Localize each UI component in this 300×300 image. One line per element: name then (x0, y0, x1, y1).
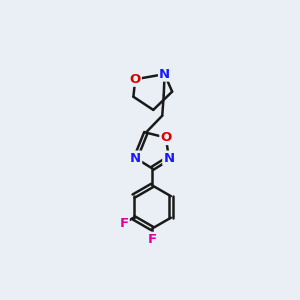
Text: N: N (130, 152, 141, 165)
Text: N: N (159, 68, 170, 81)
Text: F: F (120, 217, 129, 230)
Text: N: N (163, 152, 174, 165)
Text: F: F (148, 233, 157, 246)
Text: O: O (130, 73, 141, 86)
Text: O: O (160, 131, 172, 144)
